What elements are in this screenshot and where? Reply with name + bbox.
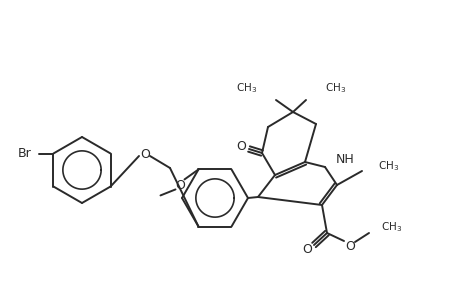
Text: O: O [302, 244, 311, 256]
Text: O: O [175, 179, 185, 192]
Text: Br: Br [17, 147, 31, 160]
Text: O: O [235, 140, 246, 152]
Text: CH$_3$: CH$_3$ [377, 159, 398, 173]
Text: O: O [344, 239, 354, 253]
Text: NH: NH [335, 152, 354, 166]
Text: CH$_3$: CH$_3$ [325, 81, 346, 95]
Text: CH$_3$: CH$_3$ [235, 81, 257, 95]
Text: O: O [140, 148, 150, 160]
Text: CH$_3$: CH$_3$ [380, 220, 401, 234]
